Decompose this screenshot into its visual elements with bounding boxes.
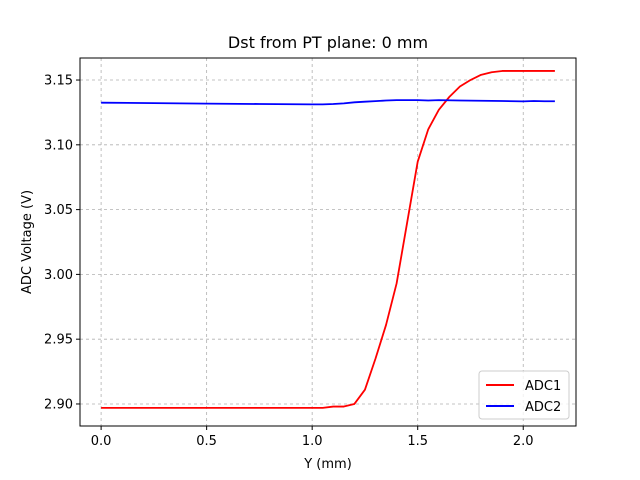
legend-label-adc2: ADC2 xyxy=(525,400,561,415)
x-tick-label: 1.0 xyxy=(302,434,323,449)
series-layer xyxy=(101,70,555,409)
legend: ADC1 ADC2 xyxy=(478,370,570,420)
series-line-adc1 xyxy=(101,70,555,409)
x-tick-label: 0.5 xyxy=(196,434,217,449)
x-tick-label: 1.5 xyxy=(407,434,428,449)
x-tick-label: 0.0 xyxy=(91,434,112,449)
x-tick-label: 2.0 xyxy=(513,434,534,449)
plot-frame xyxy=(79,57,577,427)
y-tick-label: 3.00 xyxy=(44,268,73,283)
x-axis-label: Y (mm) xyxy=(303,457,352,472)
x-axis: 0.0 0.5 1.0 1.5 2.0 xyxy=(91,426,534,449)
y-tick-label: 3.15 xyxy=(44,74,73,89)
y-axis-label: ADC Voltage (V) xyxy=(20,190,35,294)
chart-title: Dst from PT plane: 0 mm xyxy=(228,33,428,52)
series-line-adc2 xyxy=(101,99,555,106)
y-tick-label: 3.10 xyxy=(44,138,73,153)
grid xyxy=(80,58,576,426)
y-tick-label: 2.95 xyxy=(44,333,73,348)
y-tick-label: 2.90 xyxy=(44,397,73,412)
y-axis: 2.90 2.95 3.00 3.05 3.10 3.15 xyxy=(44,74,80,412)
legend-label-adc1: ADC1 xyxy=(525,379,561,394)
y-tick-label: 3.05 xyxy=(44,203,73,218)
